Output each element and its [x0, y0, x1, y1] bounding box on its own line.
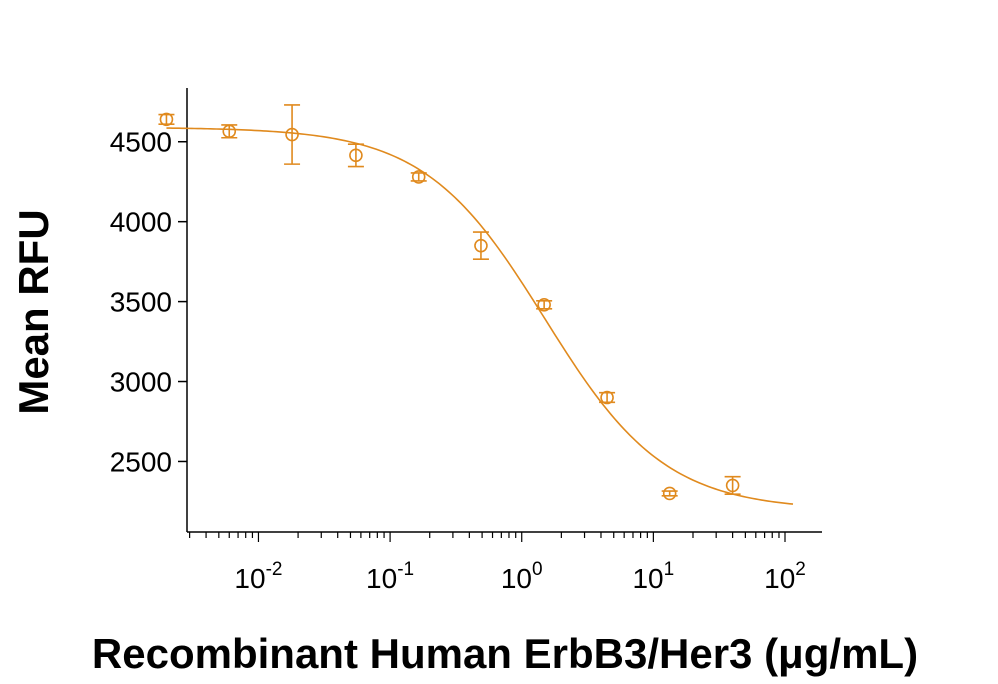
y-tick-label: 2500 — [110, 446, 172, 477]
y-tick-label: 4500 — [110, 127, 172, 158]
x-tick-label: 10-1 — [366, 559, 414, 594]
data-point — [410, 170, 427, 184]
y-axis-title: Mean RFU — [10, 209, 57, 414]
axes — [186, 88, 822, 533]
data-point — [347, 143, 364, 168]
data-point — [472, 231, 489, 261]
point-marker — [662, 486, 677, 501]
data-point — [158, 112, 175, 127]
data-point — [284, 104, 301, 165]
point-marker — [725, 478, 740, 493]
ticks: 2500 3000 3500 4000 4500 10-2 10-1 100 101 102 — [110, 127, 806, 594]
data-point — [599, 390, 616, 405]
data-point — [661, 486, 678, 501]
data-points — [158, 104, 741, 501]
point-marker — [285, 127, 299, 142]
x-tick-label: 10-2 — [234, 559, 282, 594]
point-marker — [474, 238, 488, 253]
fit-curve — [166, 127, 794, 505]
x-axis-title: Recombinant Human ErbB3/Her3 (μg/mL) — [92, 630, 918, 677]
x-tick-label: 102 — [764, 559, 806, 594]
x-tick-label: 101 — [632, 559, 674, 594]
y-tick-label: 3500 — [110, 287, 172, 318]
fit-curve-group — [166, 127, 794, 505]
point-marker — [537, 297, 551, 312]
point-marker — [600, 390, 614, 405]
point-marker — [159, 112, 174, 127]
x-tick-label: 100 — [501, 559, 543, 594]
point-marker — [222, 124, 237, 139]
y-tick-label: 4000 — [110, 207, 172, 238]
data-point — [536, 297, 553, 312]
y-tick-label: 3000 — [110, 367, 172, 398]
data-point — [724, 475, 741, 496]
point-marker — [349, 148, 363, 163]
data-point — [221, 124, 238, 139]
point-marker — [411, 170, 426, 184]
